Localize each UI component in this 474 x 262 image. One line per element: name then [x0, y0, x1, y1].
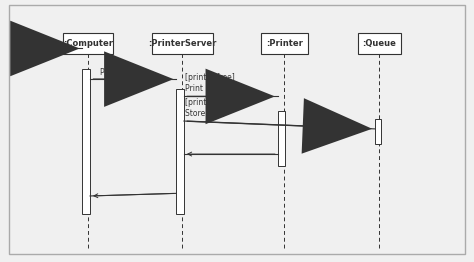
Bar [358, 33, 401, 54]
Bar [176, 89, 184, 214]
Text: [printer free]
Print (file): [printer free] Print (file) [185, 73, 235, 93]
Text: :Queue: :Queue [362, 39, 396, 48]
Text: Print (file): Print (file) [12, 37, 50, 46]
Text: :PrinterServer: :PrinterServer [148, 39, 217, 48]
Text: Print (file): Print (file) [100, 68, 138, 77]
Text: [printer busy]
Store (file): [printer busy] Store (file) [185, 97, 238, 118]
Text: :Printer: :Printer [266, 39, 303, 48]
Bar [152, 33, 213, 54]
Bar [375, 119, 381, 144]
Text: :Computer: :Computer [63, 39, 113, 48]
Bar [261, 33, 308, 54]
Bar [63, 33, 112, 54]
Bar [82, 69, 90, 214]
Bar [278, 111, 285, 166]
